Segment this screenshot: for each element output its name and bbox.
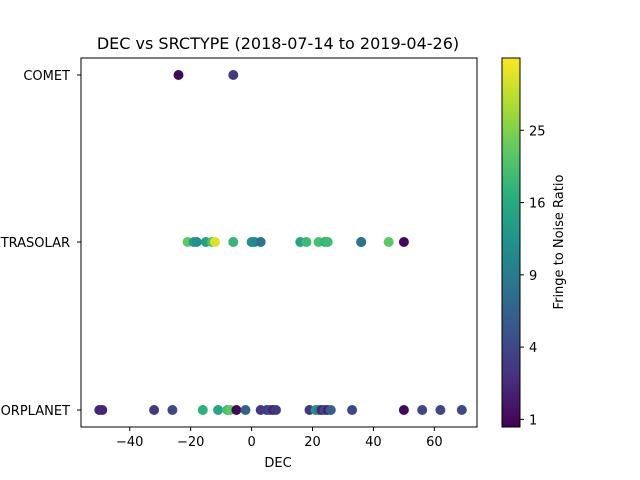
colorbar-ticks: 1 4 9 16 25 [520,124,546,428]
data-point [197,405,208,415]
colorbar-tick-label: 9 [529,269,537,284]
x-tick-label: 20 [304,435,321,450]
colorbar-tick-label: 16 [529,197,546,212]
data-point [383,237,394,247]
data-point [149,405,160,415]
data-point [167,405,178,415]
x-axis-ticks: −40 −20 0 20 40 60 [116,427,443,450]
data-point [228,237,239,247]
data-point [173,70,184,80]
x-axis-label: DEC [264,456,291,471]
x-tick-label: 60 [426,435,443,450]
chart-title: DEC vs SRCTYPE (2018-07-14 to 2019-04-26… [97,34,459,53]
data-point [97,405,108,415]
data-point [356,237,367,247]
data-point [398,405,409,415]
plot-frame [80,57,478,428]
data-point [325,405,336,415]
colorbar-gradient [502,58,520,427]
colorbar-tick-label: 1 [529,413,537,428]
x-tick-label: 0 [247,435,255,450]
x-tick-label: −20 [177,435,204,450]
data-point [240,405,251,415]
data-point [301,237,312,247]
data-point [398,237,409,247]
colorbar-tick-label: 4 [529,341,537,356]
y-tick-label: COMET [23,69,70,84]
y-tick-label: EXTRASOLAR [0,236,70,251]
data-point [231,405,242,415]
points-layer [94,70,467,415]
colorbar-tick-label: 25 [529,124,546,139]
data-point [347,405,358,415]
data-point [271,405,281,415]
data-point [210,237,220,247]
data-point [435,405,446,415]
data-point [228,70,239,80]
data-point [456,405,467,415]
colorbar-frame [501,57,521,428]
data-point [417,405,428,415]
x-tick-label: 40 [365,435,382,450]
data-point [322,237,333,247]
data-point [191,237,202,247]
colorbar-label: Fringe to Noise Ratio [552,175,567,310]
y-axis-ticks: MAJORPLANET EXTRASOLAR COMET [0,69,81,419]
y-tick-label: MAJORPLANET [0,404,70,419]
x-tick-label: −40 [116,435,143,450]
data-point [213,405,224,415]
data-point [255,237,266,247]
